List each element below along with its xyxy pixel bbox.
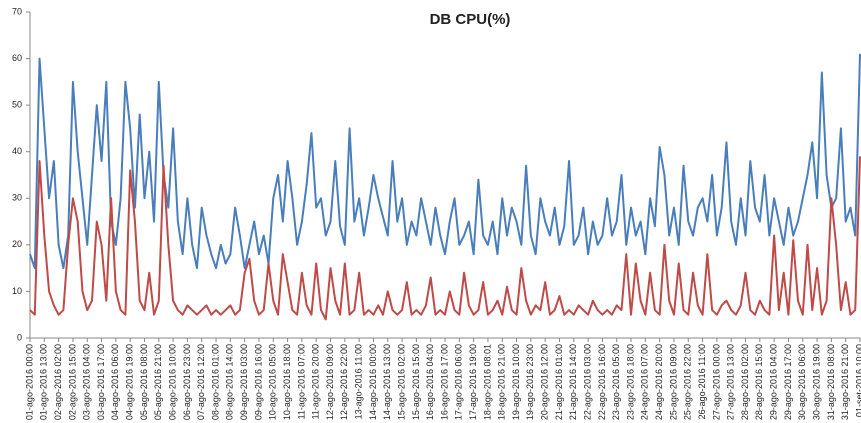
x-tick-label: 03-ago-2016 04:00 xyxy=(82,344,92,420)
x-tick-label: 14-ago-2016 13:00 xyxy=(382,344,392,420)
y-tick-label: 30 xyxy=(12,193,22,203)
x-tick-label: 23-ago-2016 18:00 xyxy=(625,344,635,420)
x-tick-label: 24-ago-2016 20:00 xyxy=(654,344,664,420)
y-tick-label: 10 xyxy=(12,286,22,296)
x-tick-label: 05-ago-2016 21:00 xyxy=(153,344,163,420)
y-tick-label: 40 xyxy=(12,146,22,156)
y-tick-label: 60 xyxy=(12,53,22,63)
x-tick-label: 16-ago-2016 17:00 xyxy=(439,344,449,420)
x-tick-label: 29-ago-2016 04:00 xyxy=(769,344,779,420)
x-tick-label: 11-ago-2016 07:00 xyxy=(296,344,306,419)
x-tick-label: 08-ago-2016 01:00 xyxy=(210,344,220,420)
x-tick-label: 17-ago-2016 19:00 xyxy=(468,344,478,420)
x-tick-label: 24-ago-2016 07:00 xyxy=(640,344,650,420)
x-tick-label: 19-ago-2016 10:00 xyxy=(511,344,521,420)
x-tick-label: 23-ago-2016 05:00 xyxy=(611,344,621,420)
x-tick-label: 17-ago-2016 06:00 xyxy=(454,344,464,420)
x-tick-label: 03-ago-2016 17:00 xyxy=(96,344,106,420)
x-tick-label: 10-ago-2016 18:00 xyxy=(282,344,292,420)
x-tick-label: 01-ago-2016 13:00 xyxy=(39,344,49,420)
y-tick-label: 70 xyxy=(12,6,22,16)
x-tick-label: 12-ago-2016 09:00 xyxy=(325,344,335,420)
x-tick-label: 25-ago-2016 09:00 xyxy=(668,344,678,420)
x-tick-label: 31-ago-2016 21:00 xyxy=(840,344,850,420)
x-tick-label: 25-ago-2016 22:00 xyxy=(683,344,693,420)
x-tick-label: 21-ago-2016 01:00 xyxy=(554,344,564,420)
x-tick-label: 26-ago-2016 11:00 xyxy=(697,344,707,419)
x-tick-label: 22-ago-2016 16:00 xyxy=(597,344,607,420)
x-tick-label: 29-ago-2016 17:00 xyxy=(783,344,793,420)
x-tick-label: 02-ago-2016 15:00 xyxy=(67,344,77,420)
x-tick-label: 18-ago-2016 08:01 xyxy=(482,344,492,420)
x-tick-label: 06-ago-2016 10:00 xyxy=(167,344,177,420)
x-tick-label: 10-ago-2016 05:00 xyxy=(268,344,278,420)
y-tick-label: 0 xyxy=(17,332,22,342)
x-tick-label: 30-ago-2016 19:00 xyxy=(811,344,821,420)
x-tick-label: 31-ago-2016 08:00 xyxy=(826,344,836,420)
x-tick-label: 27-ago-2016 13:00 xyxy=(726,344,736,420)
x-tick-label: 12-ago-2016 22:00 xyxy=(339,344,349,420)
x-tick-label: 04-ago-2016 06:00 xyxy=(110,344,120,420)
x-tick-label: 01-ago-2016 00:00 xyxy=(24,344,34,420)
x-tick-label: 18-ago-2016 21:00 xyxy=(497,344,507,420)
x-tick-label: 30-ago-2016 06:00 xyxy=(797,344,807,420)
x-tick-label: 28-ago-2016 15:00 xyxy=(754,344,764,420)
x-tick-label: 06-ago-2016 23:00 xyxy=(182,344,192,420)
x-tick-label: 04-ago-2016 19:00 xyxy=(125,344,135,420)
y-tick-label: 50 xyxy=(12,100,22,110)
x-tick-label: 22-ago-2016 03:00 xyxy=(582,344,592,420)
x-tick-label: 20-ago-2016 12:00 xyxy=(540,344,550,420)
x-tick-label: 09-ago-2016 16:00 xyxy=(253,344,263,420)
x-tick-label: 13-ago-2016 11:00 xyxy=(354,344,364,419)
x-tick-label: 15-ago-2016 15:00 xyxy=(411,344,421,420)
x-tick-label: 09-ago-2016 03:00 xyxy=(239,344,249,420)
x-tick-label: 07-ago-2016 12:00 xyxy=(196,344,206,420)
x-tick-label: 19-ago-2016 23:00 xyxy=(525,344,535,420)
series-line xyxy=(29,156,861,321)
x-tick-label: 15-ago-2016 02:00 xyxy=(396,344,406,420)
series-line xyxy=(29,53,861,270)
x-tick-label: 14-ago-2016 00:00 xyxy=(368,344,378,420)
x-tick-label: 11-ago-2016 20:00 xyxy=(311,344,321,419)
x-tick-label: 02-ago-2016 02:00 xyxy=(53,344,63,420)
x-tick-label: 08-ago-2016 14:00 xyxy=(225,344,235,420)
x-tick-label: 28-ago-2016 02:00 xyxy=(740,344,750,420)
x-tick-label: 27-ago-2016 00:00 xyxy=(711,344,721,420)
x-tick-label: 21-ago-2016 14:00 xyxy=(568,344,578,420)
x-tick-label: 01-set-2016 10:00 xyxy=(854,344,861,417)
chart-title: DB CPU(%) xyxy=(430,11,511,28)
y-tick-label: 20 xyxy=(12,239,22,249)
x-tick-label: 16-ago-2016 04:00 xyxy=(425,344,435,420)
x-tick-label: 05-ago-2016 08:00 xyxy=(139,344,149,420)
